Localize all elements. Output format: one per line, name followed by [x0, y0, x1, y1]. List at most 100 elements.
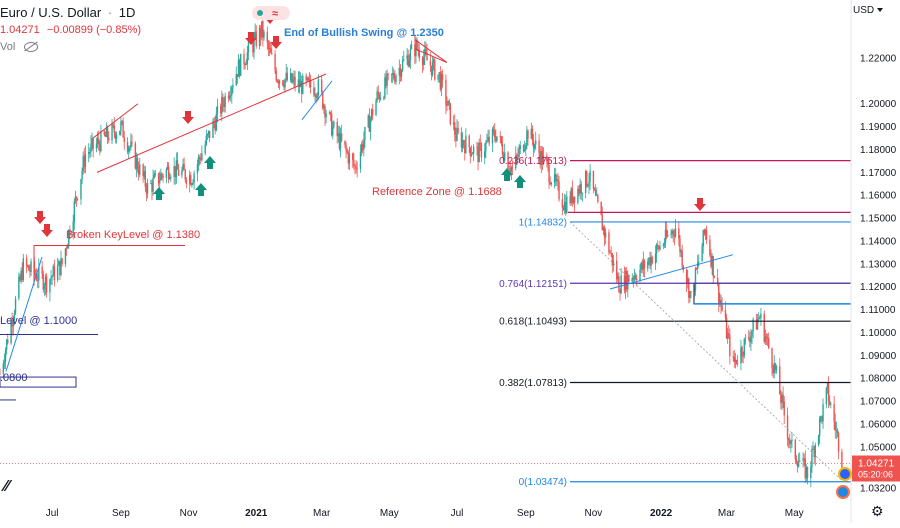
candle-body [522, 145, 525, 152]
candle-body [356, 168, 358, 170]
candle-body [782, 394, 784, 402]
candle-body [486, 140, 488, 143]
candle-body [28, 265, 30, 271]
symbol-title[interactable]: Euro / U.S. Dollar [0, 5, 102, 20]
candle-body [519, 145, 521, 150]
currency-selector[interactable]: USD [853, 4, 889, 18]
gear-icon[interactable]: ⚙ [871, 503, 884, 519]
candle-body [618, 276, 620, 293]
candle-body [487, 136, 489, 141]
price-tick-label: 1.16000 [860, 191, 897, 202]
candle-body [123, 137, 125, 143]
candle-body [188, 175, 191, 184]
candle-body [174, 166, 176, 177]
candle-body [254, 31, 256, 38]
candle-body [378, 94, 381, 100]
candle-body [336, 121, 338, 137]
candle-body [794, 439, 797, 460]
candle-body [564, 202, 567, 213]
candle-body [418, 50, 420, 59]
candle-body [448, 100, 450, 103]
candle-body [13, 313, 16, 321]
candle-body [556, 179, 558, 181]
candle-body [733, 356, 735, 362]
candle-body [480, 144, 483, 158]
candle-body [375, 100, 377, 116]
candle-body [541, 150, 544, 165]
candle-body [348, 153, 351, 164]
candle-body [673, 234, 676, 237]
candle-body [764, 336, 767, 342]
candle-body [161, 173, 163, 176]
candle-body [671, 230, 673, 234]
candle-body [193, 173, 195, 183]
price-tick-label: 1.22000 [860, 54, 897, 65]
candle-body [130, 141, 132, 148]
candle-body [49, 279, 51, 293]
candle-body [711, 255, 713, 267]
candle-body [408, 60, 410, 67]
price-tick-label: 1.08000 [860, 374, 897, 385]
drawings-layer: 0.236(1.17513) 1(1.14832) 0.764(1.12151) 0.… [0, 6, 852, 488]
candle-body [802, 458, 804, 461]
candle-body [705, 229, 708, 240]
candle-body [369, 118, 372, 132]
candle-body [563, 202, 566, 211]
candle-body [190, 175, 192, 185]
candle-body [468, 135, 470, 148]
candle-body [748, 337, 750, 339]
interval-label[interactable]: 1D [118, 5, 136, 20]
candle-body [765, 336, 768, 339]
candle-body [619, 292, 621, 294]
candle-body [166, 166, 169, 170]
candle-body [650, 256, 652, 266]
candle-body [799, 460, 801, 463]
candle-body [561, 199, 564, 208]
candle-body [665, 229, 668, 237]
price-change: −0.00899 (−0.85%) [46, 24, 142, 36]
candle-body [602, 227, 605, 231]
candle-body [631, 277, 633, 282]
price-tick-label: 1.13000 [860, 259, 897, 270]
candle-body [317, 79, 320, 96]
candle-body [734, 359, 737, 362]
candle-body [301, 81, 303, 94]
candle-body [478, 142, 480, 163]
candle-body [376, 91, 378, 101]
hide-eye-icon[interactable] [24, 42, 39, 53]
candle-body [547, 161, 549, 166]
candle-body [703, 229, 706, 235]
broken-key-label: Broken KeyLevel @ 1.1380 [66, 229, 200, 241]
time-axis: Jul Sep Nov 2021 Mar May Jul Sep Nov 2022 Mar May [46, 508, 804, 519]
candle-body [632, 277, 635, 280]
swing-trend-line [301, 80, 333, 121]
candle-body [589, 170, 591, 182]
candle-body [430, 65, 433, 76]
candle-body [244, 64, 246, 66]
candle-body [11, 321, 13, 327]
candle-body [43, 286, 46, 290]
candle-body [760, 313, 762, 318]
candle-body [516, 154, 518, 156]
candle-body [726, 333, 729, 339]
time-tick-label: Mar [313, 508, 331, 519]
candle-body [258, 27, 261, 47]
candle-body [538, 140, 540, 154]
candle-body [806, 467, 809, 479]
price-tick-label: 1.03200 [860, 484, 897, 495]
candle-body [604, 232, 607, 238]
candle-body [267, 42, 270, 49]
candle-body [355, 166, 357, 169]
buy-arrow-icon [204, 156, 216, 169]
price-tick-label: 1.12000 [860, 282, 897, 293]
rally-trend-line [5, 256, 43, 372]
candle-body [329, 112, 332, 114]
sell-arrow-icon [182, 111, 194, 124]
time-tick-label: Sep [517, 508, 535, 519]
candle-body [812, 448, 814, 450]
candle-body [129, 147, 131, 149]
candle-body [220, 105, 222, 114]
fib-level-label: 1(1.14832) [519, 217, 567, 228]
